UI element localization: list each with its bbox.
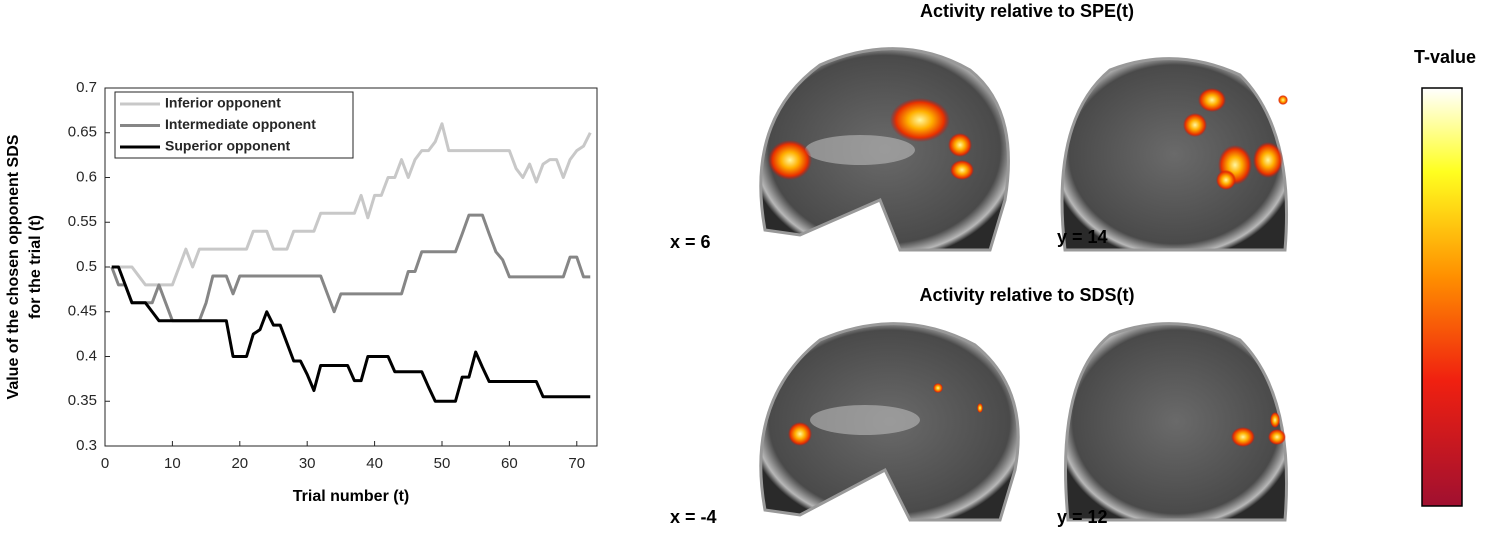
slice-label: y = 14: [1057, 227, 1108, 247]
x-axis-label: Trial number (t): [293, 488, 409, 505]
y-tick-label: 0.6: [76, 168, 97, 185]
x-tick-label: 40: [366, 455, 383, 472]
line-chart: 0.3 0.35 0.4 0.45 0.5 0.55 0.6 0.65 0.7 0 10 20 30 40…: [5, 79, 598, 505]
legend-label: Intermediate opponent: [165, 116, 316, 132]
x-tick-label: 0: [101, 455, 109, 472]
x-tick-label: 10: [164, 455, 181, 472]
series-line: [111, 265, 591, 403]
y-tick-label: 0.35: [68, 392, 97, 409]
legend-label: Superior opponent: [165, 138, 291, 154]
x-tick-label: 30: [299, 455, 316, 472]
y-axis-label: for the trial (t): [27, 215, 44, 319]
y-tick-label: 0.7: [76, 79, 97, 96]
series-line: [111, 122, 592, 287]
legend-label: Inferior opponent: [165, 95, 281, 111]
panel-title: Activity relative to SPE(t): [920, 1, 1134, 21]
colorbar: T-value: [1414, 47, 1476, 507]
y-axis-label: Value of the chosen opponent SDS: [5, 134, 22, 399]
coronal-bottom: [1064, 322, 1289, 522]
sagittal-bottom: [759, 322, 1020, 522]
y-tick-label: 0.4: [76, 347, 97, 364]
slice-label: x = 6: [670, 232, 711, 252]
coronal-top: [1060, 57, 1289, 252]
brain-images: Activity relative to SPE(t) Activity rel…: [670, 1, 1289, 527]
y-tick-label: 0.3: [76, 437, 97, 454]
x-tick-label: 60: [501, 455, 518, 472]
series-line: [110, 213, 591, 323]
colorbar-title: T-value: [1414, 47, 1476, 67]
x-tick-label: 20: [231, 455, 248, 472]
y-tick-label: 0.5: [76, 258, 97, 275]
colorbar-scale: [1421, 87, 1463, 507]
x-tick-label: 50: [434, 455, 451, 472]
y-tick-label: 0.55: [68, 213, 97, 230]
x-tick-label: 70: [568, 455, 585, 472]
slice-label: y = 12: [1057, 507, 1108, 527]
y-tick-label: 0.45: [68, 303, 97, 320]
panel-title: Activity relative to SDS(t): [919, 285, 1134, 305]
slice-label: x = -4: [670, 507, 717, 527]
y-tick-label: 0.65: [68, 124, 97, 141]
sagittal-top: [759, 47, 1010, 252]
